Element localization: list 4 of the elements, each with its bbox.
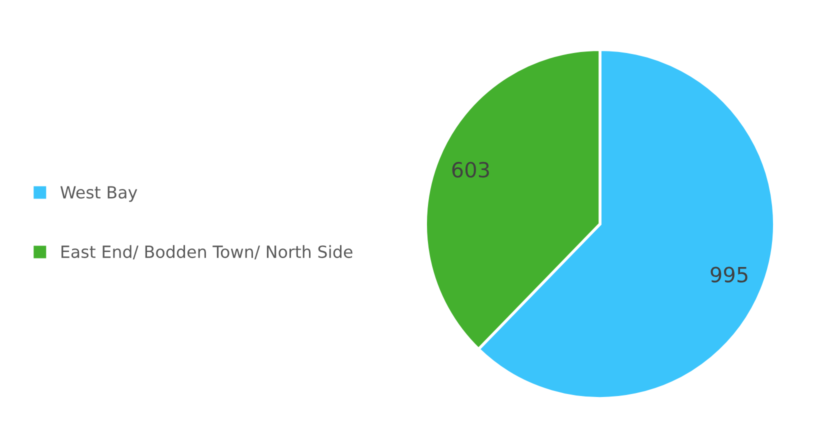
data-label: 995 [710,266,748,282]
data-label: 603 [452,162,489,178]
legend-label: West Bay [60,186,138,202]
legend-label: East End/ Bodden Town/ North Side [62,245,352,260]
